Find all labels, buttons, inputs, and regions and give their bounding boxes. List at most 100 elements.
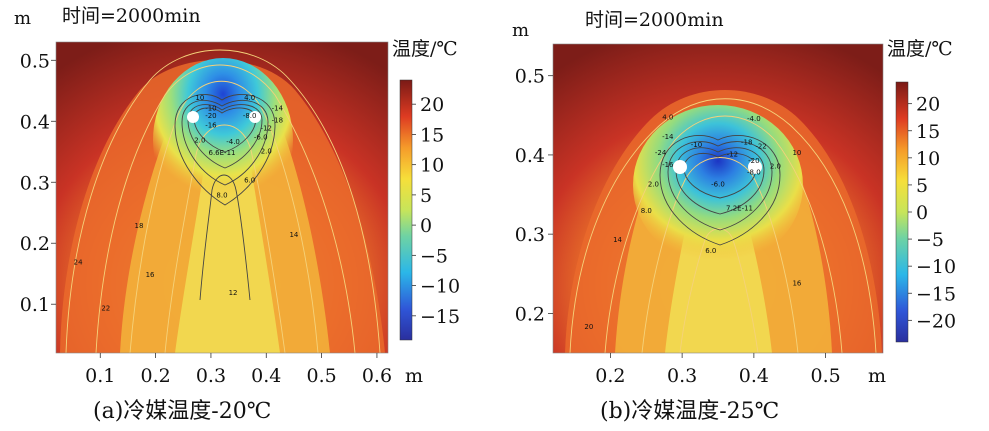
- y-tick-label: 0.5: [20, 50, 50, 72]
- contour-label: 8.0: [216, 192, 227, 200]
- colorbar-tick-label: −5: [420, 245, 448, 267]
- contour-label: 18: [135, 222, 144, 230]
- panel-b-ylabel: m: [512, 20, 529, 41]
- contour-label: 4.0: [244, 94, 255, 102]
- panel-b-frame: [552, 43, 884, 354]
- contour-label: 7.2E-11: [726, 204, 753, 212]
- panel-a-title: 时间=2000min: [62, 5, 201, 27]
- panel-a-y-ticks: 0.5 0.4 0.3 0.2 0.1: [20, 50, 56, 316]
- contour-label: 22: [101, 304, 110, 312]
- contour-label: -18: [741, 139, 752, 147]
- y-tick-label: 0.2: [515, 303, 545, 325]
- colorbar-tick-label: 15: [420, 124, 444, 146]
- contour-label: -8.0: [747, 169, 761, 177]
- panel-a-frame: [55, 41, 389, 354]
- panel-a-plot: 10 4.0 -10 -14 -20 -8.0 -18 -16 -12 -6.0 2.0 -4.0 6.…: [56, 42, 388, 353]
- contour-label: -18: [272, 116, 283, 124]
- panel-a-caption: (a)冷媒温度-20℃: [93, 399, 271, 424]
- panel-a: 时间=2000min m 10 4.0 -10 -14 -20 -8.0 -18 -16 -12…: [14, 5, 460, 424]
- panel-b-cold-zone: [633, 105, 803, 265]
- contour-label: -16: [205, 121, 217, 129]
- contour-label: 2.0: [194, 137, 205, 145]
- panel-a-isotherms: [65, 49, 381, 353]
- contour-label: -10: [691, 141, 702, 149]
- panel-b-y-ticks: 0.5 0.4 0.3 0.2: [515, 66, 553, 325]
- x-tick-label: 0.2: [595, 365, 625, 387]
- contour-label: 6.0: [244, 176, 255, 184]
- colorbar-tick-label: 5: [916, 175, 928, 197]
- colorbar-tick-label: −15: [420, 306, 460, 328]
- contour-label: 12: [229, 289, 238, 297]
- colorbar-tick-label: 0: [420, 215, 432, 237]
- panel-b-colorbar-ticks: 20 15 10 5 0 −5 −10 −15 −20: [908, 94, 956, 332]
- contour-label: 2.0: [261, 148, 272, 156]
- panel-a-ylabel: m: [14, 8, 31, 29]
- panel-a-colorbar-ticks: 20 15 10 5 0 −5 −10 −15: [412, 94, 460, 328]
- contour-label: 6.6E-11: [209, 149, 236, 157]
- panel-b-title: 时间=2000min: [585, 9, 724, 31]
- panel-a-pipe-right: [249, 111, 261, 123]
- panel-b-colorbar-title: 温度/℃: [887, 38, 953, 60]
- contour-label: 24: [74, 259, 83, 267]
- panel-a-xlabel: m: [405, 365, 423, 387]
- y-tick-label: 0.3: [515, 224, 545, 246]
- contour-label: -6.0: [711, 181, 725, 189]
- panel-a-colorbar: [399, 79, 413, 341]
- contour-label: 16: [792, 280, 801, 288]
- panel-b-colorbar: [895, 81, 909, 343]
- panel-b-isotherms: [569, 98, 877, 353]
- x-tick-label: 0.3: [196, 365, 226, 387]
- colorbar-tick-label: 10: [916, 148, 940, 170]
- contour-label: 8.0: [641, 207, 652, 215]
- contour-label: 14: [289, 231, 298, 239]
- x-tick-label: 0.3: [667, 365, 697, 387]
- contour-label: 10: [792, 149, 801, 157]
- panel-a-pipe-left: [187, 111, 199, 123]
- colorbar-tick-label: −10: [916, 256, 956, 278]
- contour-label: 6.0: [705, 247, 716, 255]
- colorbar-tick-label: 0: [916, 202, 928, 224]
- panel-b-plot: 4.0 -4.0 -14 -10 -18 -22 -24 -12 10 -20 -16 2.0 -8.0…: [553, 44, 883, 353]
- contour-label: -12: [261, 124, 272, 132]
- colorbar-tick-label: 15: [916, 121, 940, 143]
- contour-label: -14: [272, 104, 284, 112]
- colorbar-tick-label: 5: [420, 185, 432, 207]
- panel-b-x-ticks: 0.2 0.3 0.4 0.5: [595, 353, 841, 387]
- y-tick-label: 0.4: [515, 145, 545, 167]
- colorbar-tick-label: −15: [916, 283, 956, 305]
- x-tick-label: 0.2: [140, 365, 170, 387]
- contour-label: 4.0: [662, 113, 673, 121]
- y-tick-label: 0.2: [20, 233, 50, 255]
- x-tick-label: 0.5: [810, 365, 840, 387]
- contour-label: 16: [146, 271, 155, 279]
- contour-label: -10: [205, 104, 216, 112]
- contour-label: 20: [584, 323, 593, 331]
- x-tick-label: 0.1: [85, 365, 115, 387]
- contour-label: -20: [205, 112, 216, 120]
- contour-label: -22: [755, 143, 766, 151]
- x-tick-label: 0.5: [306, 365, 336, 387]
- panel-b-pipe-right: [748, 160, 762, 174]
- panel-a-x-ticks: 0.1 0.2 0.3 0.4 0.5 0.6: [85, 353, 392, 387]
- panel-b: 时间=2000min m 4.0 -4.0 -14 -10 -18 -22 -24 -12 10…: [512, 9, 956, 424]
- y-tick-label: 0.3: [20, 172, 50, 194]
- panel-b-pipe-left: [673, 160, 687, 174]
- contour-label: -4.0: [747, 115, 761, 123]
- panel-a-contour-labels: 10 4.0 -10 -14 -20 -8.0 -18 -16 -12 -6.0 2.0 -4.0 6.…: [74, 94, 299, 312]
- contour-label: 14: [613, 236, 622, 244]
- contour-label: -8.0: [243, 112, 257, 120]
- colorbar-tick-label: −5: [916, 229, 944, 251]
- y-tick-label: 0.5: [515, 66, 545, 88]
- panel-b-contour-labels: 4.0 -4.0 -14 -10 -18 -22 -24 -12 10 -20 -16 2.0 -8.0…: [584, 113, 801, 331]
- y-tick-label: 0.4: [20, 111, 50, 133]
- contour-label: -12: [727, 151, 738, 159]
- colorbar-tick-label: −20: [916, 310, 956, 332]
- panel-a-colorbar-title: 温度/℃: [392, 38, 458, 60]
- contour-label: 2.0: [648, 181, 659, 189]
- panel-b-xlabel: m: [868, 365, 886, 387]
- contour-label: -16: [662, 161, 674, 169]
- x-tick-label: 0.4: [251, 365, 281, 387]
- colorbar-tick-label: −10: [420, 276, 460, 298]
- contour-label: -4.0: [226, 138, 240, 146]
